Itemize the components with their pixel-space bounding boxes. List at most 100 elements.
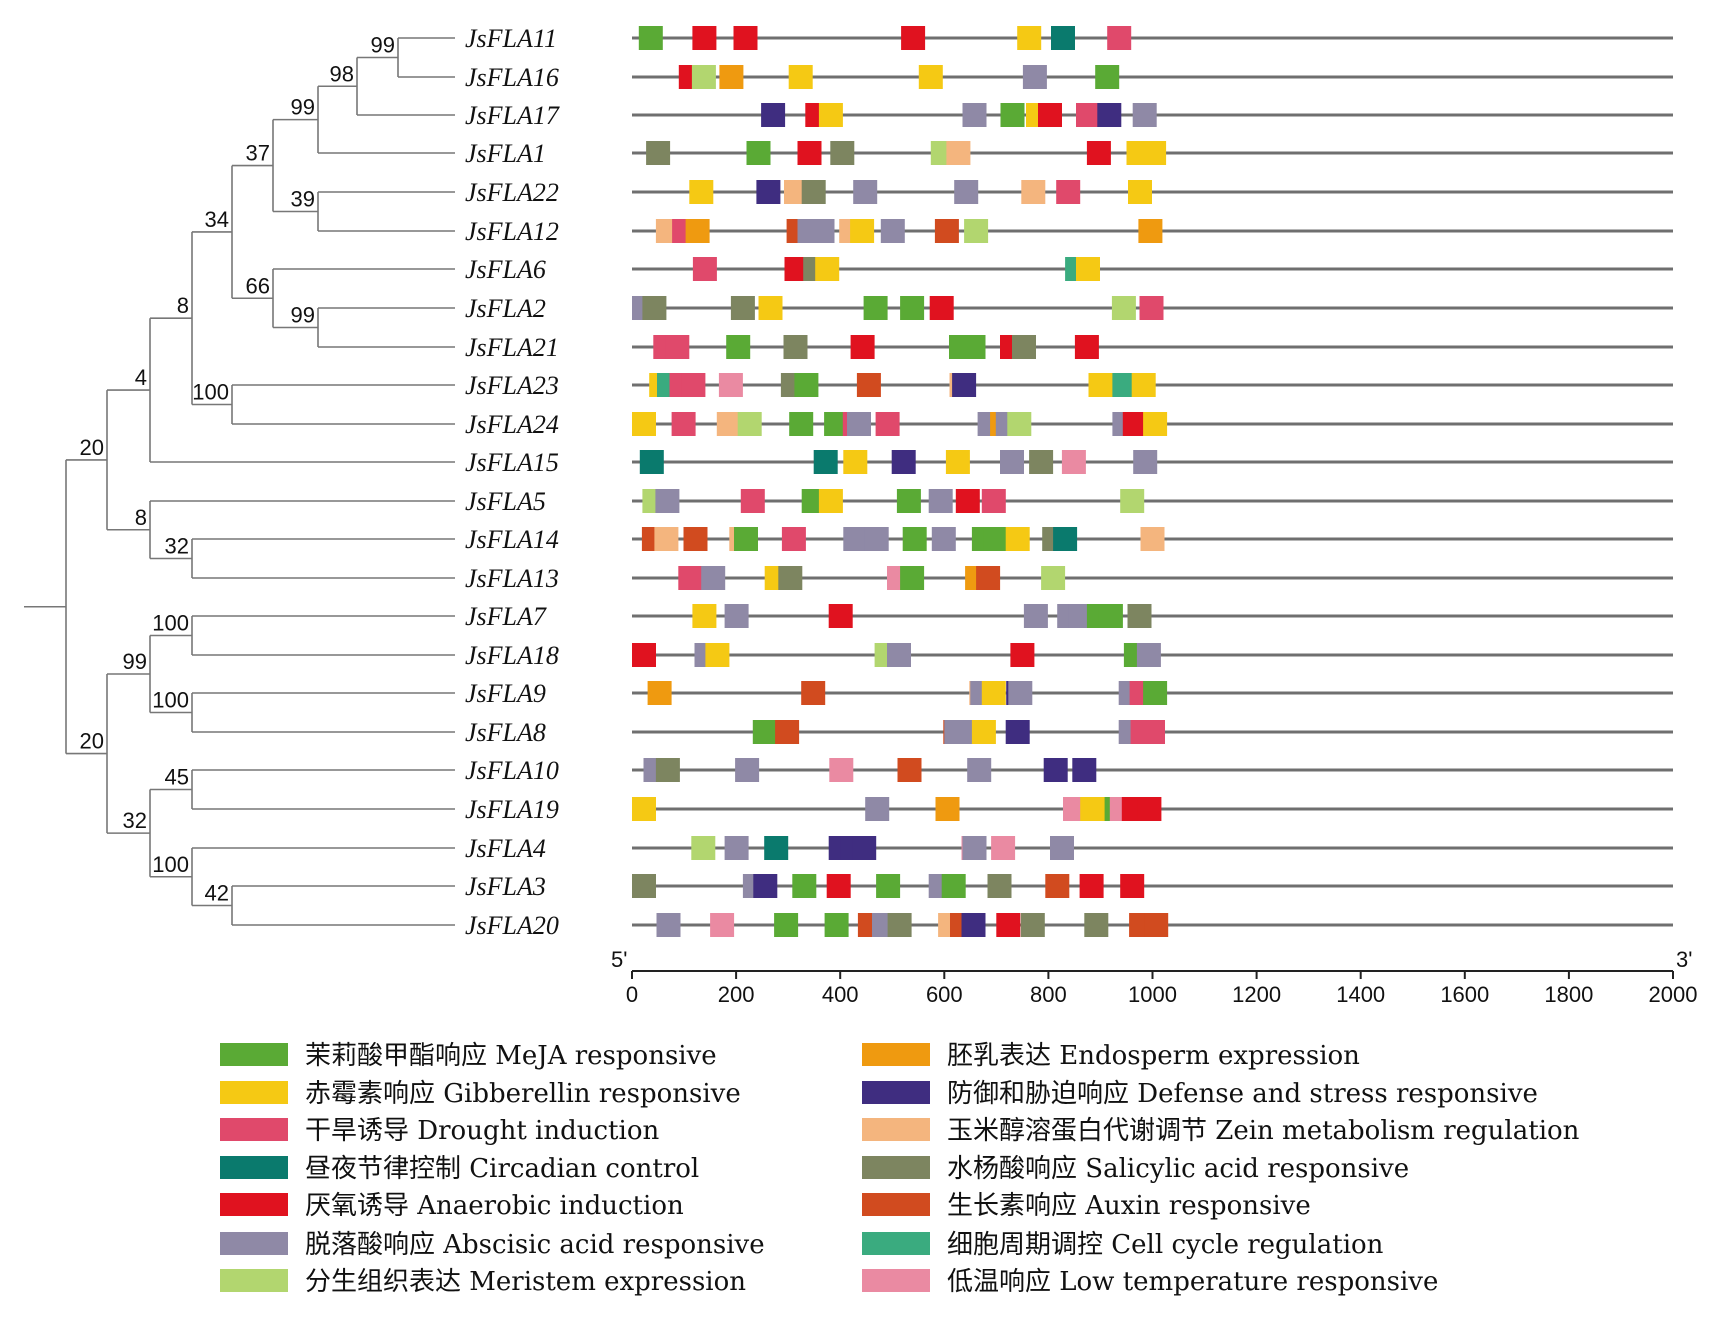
element-box xyxy=(678,566,703,590)
element-box xyxy=(891,450,916,474)
axis-tick-label: 200 xyxy=(718,982,755,1007)
legend-label: 生长素响应 Auxin responsive xyxy=(947,1191,1311,1221)
element-box xyxy=(843,527,868,551)
element-box xyxy=(632,643,656,667)
element-box xyxy=(753,874,778,898)
element-box xyxy=(850,335,875,359)
bootstrap-value: 99 xyxy=(291,303,315,328)
element-box xyxy=(1023,604,1048,628)
gene-label: JsFLA8 xyxy=(465,718,546,747)
element-box xyxy=(781,527,806,551)
element-box xyxy=(1076,103,1100,127)
element-box xyxy=(852,836,877,860)
legend-swatch xyxy=(220,1081,288,1104)
legend-label: 玉米醇溶蛋白代谢调节 Zein metabolism regulation xyxy=(947,1116,1580,1146)
legend: 茉莉酸甲酯响应 MeJA responsive 赤霉素响应 Gibberellin… xyxy=(220,1041,1580,1297)
gene-labels: JsFLA11 JsFLA16 JsFLA17 JsFLA1 JsFLA22 JsFLA1… xyxy=(465,24,560,940)
legend-label: 分生组织表达 Meristem expression xyxy=(305,1267,746,1297)
element-box xyxy=(1005,527,1030,551)
element-box xyxy=(740,489,765,513)
element-box xyxy=(1122,412,1147,436)
element-box xyxy=(655,489,680,513)
element-box xyxy=(710,913,735,937)
axis-tick-label: 0 xyxy=(626,982,638,1007)
element-box xyxy=(691,65,716,89)
element-box xyxy=(900,566,925,590)
element-box xyxy=(945,450,970,474)
element-box xyxy=(941,874,966,898)
element-box xyxy=(1053,527,1078,551)
bootstrap-value: 100 xyxy=(192,380,229,405)
legend-label: 胚乳表达 Endosperm expression xyxy=(947,1041,1360,1071)
element-box xyxy=(705,643,730,667)
legend-swatch xyxy=(862,1081,930,1104)
element-box xyxy=(632,412,656,436)
element-box xyxy=(1000,450,1024,474)
element-box xyxy=(746,141,771,165)
element-box xyxy=(1132,103,1157,127)
element-box xyxy=(692,604,717,628)
element-box xyxy=(752,720,777,744)
axis-tick-label: 1400 xyxy=(1336,982,1385,1007)
gene-label: JsFLA11 xyxy=(465,24,557,53)
legend-label: 细胞周期调控 Cell cycle regulation xyxy=(947,1230,1384,1260)
element-box xyxy=(1045,874,1070,898)
element-box xyxy=(865,797,890,821)
bootstrap-value: 100 xyxy=(152,611,189,636)
legend-swatch xyxy=(862,1232,930,1255)
element-box xyxy=(1097,103,1122,127)
bootstrap-value: 20 xyxy=(80,435,104,460)
element-box xyxy=(716,412,741,436)
gene-label: JsFLA19 xyxy=(465,795,559,824)
bootstrap-value: 32 xyxy=(123,808,147,833)
element-box xyxy=(656,913,681,937)
element-box xyxy=(896,489,921,513)
bootstrap-value: 8 xyxy=(135,505,147,530)
element-box xyxy=(689,180,714,204)
element-box xyxy=(996,913,1021,937)
gene-label: JsFLA7 xyxy=(465,602,547,631)
element-box xyxy=(1038,103,1062,127)
element-box xyxy=(981,681,1006,705)
element-box xyxy=(632,797,656,821)
element-box xyxy=(1010,643,1035,667)
bootstrap-value: 20 xyxy=(80,729,104,754)
legend-label: 低温响应 Low temperature responsive xyxy=(947,1267,1438,1297)
element-box xyxy=(1127,604,1152,628)
element-box xyxy=(1120,489,1145,513)
element-box xyxy=(1022,65,1047,89)
element-box xyxy=(897,758,922,782)
element-box xyxy=(774,913,799,937)
element-box xyxy=(934,219,959,243)
legend-label: 水杨酸响应 Salicylic acid responsive xyxy=(947,1154,1409,1184)
legend-label: 防御和胁迫响应 Defense and stress responsive xyxy=(947,1079,1538,1109)
gene-label: JsFLA6 xyxy=(465,255,546,284)
element-box xyxy=(863,296,888,320)
element-box xyxy=(813,450,838,474)
bootstrap-value: 39 xyxy=(291,187,315,212)
element-box xyxy=(1074,335,1099,359)
element-box xyxy=(830,141,855,165)
element-box xyxy=(792,874,817,898)
gene-label: JsFLA12 xyxy=(465,217,559,246)
element-box xyxy=(1137,797,1162,821)
legend-label: 脱落酸响应 Abscisic acid responsive xyxy=(305,1230,765,1260)
element-box xyxy=(946,141,971,165)
element-box xyxy=(864,527,889,551)
element-box xyxy=(824,913,849,937)
element-box xyxy=(737,412,762,436)
element-box xyxy=(856,373,881,397)
element-box xyxy=(1017,26,1042,50)
element-box xyxy=(1120,874,1145,898)
element-box xyxy=(1143,681,1168,705)
element-box xyxy=(991,836,1016,860)
element-box xyxy=(801,180,826,204)
element-box xyxy=(853,180,878,204)
element-box xyxy=(665,335,690,359)
element-box xyxy=(843,450,868,474)
element-box xyxy=(685,219,710,243)
element-box xyxy=(850,219,875,243)
three-prime-label: 3' xyxy=(1676,947,1692,972)
legend-label: 赤霉素响应 Gibberellin responsive xyxy=(305,1079,741,1109)
